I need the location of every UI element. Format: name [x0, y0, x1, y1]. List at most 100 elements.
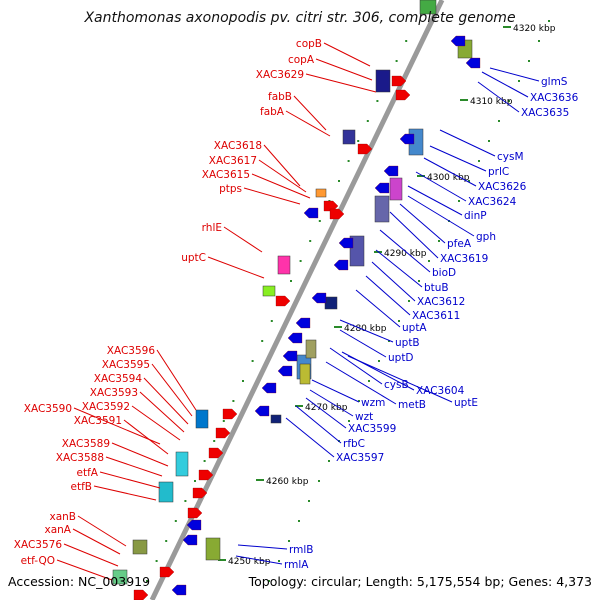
tick-dot [348, 420, 350, 422]
forward-gene-arrow [133, 589, 149, 601]
tick-dot [338, 180, 340, 182]
right-gene-label: XAC3612 [417, 296, 465, 308]
right-gene-leader-line [365, 275, 411, 316]
right-gene-leader-line [355, 289, 401, 328]
left-gene-leader-line [105, 456, 163, 477]
left-gene-label: XAC3617 [209, 155, 257, 167]
tick-dot [408, 300, 410, 302]
tick-dot [528, 60, 530, 62]
left-gene-label: fabB [268, 91, 292, 103]
right-gene-leader-line [305, 397, 347, 429]
left-gene-label: uptC [181, 252, 206, 264]
left-gene-leader-line [93, 485, 157, 501]
gene-feature-block [277, 255, 291, 275]
right-gene-leader-line [407, 185, 463, 216]
tick-dot [318, 220, 321, 222]
tick-dot [405, 40, 408, 42]
forward-gene-arrow [187, 507, 203, 519]
right-gene-label: pfeA [447, 238, 472, 250]
right-gene-label: XAC3635 [521, 107, 569, 119]
left-gene-label: copB [296, 38, 322, 50]
tick-dot [165, 540, 168, 542]
right-gene-label: glmS [541, 76, 568, 88]
tick-dot [213, 440, 216, 442]
forward-gene-arrow [329, 208, 345, 220]
left-gene-label: XAC3591 [74, 415, 122, 427]
right-gene-label: uptA [402, 322, 427, 334]
left-gene-label: XAC3594 [94, 373, 143, 385]
right-gene-label: cysM [497, 151, 524, 163]
tick-dot [508, 100, 510, 102]
tick-dot [222, 420, 225, 422]
left-gene-label: XAC3615 [202, 169, 250, 181]
right-gene-label: XAC3599 [348, 423, 396, 435]
tick-dot [288, 540, 290, 542]
tick-dot [232, 400, 235, 402]
right-gene-leader-line [423, 157, 477, 187]
tick-dot [268, 580, 270, 582]
right-gene-label: uptB [395, 337, 420, 349]
left-gene-leader-line [73, 407, 161, 445]
left-gene-label: XAC3588 [56, 452, 104, 464]
left-gene-label: XAC3590 [24, 403, 72, 415]
left-gene-label: XAC3576 [14, 539, 63, 551]
right-gene-label: XAC3604 [416, 385, 465, 397]
reverse-gene-arrow [303, 207, 319, 219]
right-gene-leader-line [407, 195, 475, 237]
left-gene-leader-line [151, 363, 193, 417]
right-gene-label: wzm [361, 397, 385, 409]
left-gene-label: rhlE [202, 222, 222, 234]
kbp-tick-label: 4250 kbp [228, 557, 271, 567]
tick-dot [428, 260, 430, 262]
tick-dot [366, 120, 369, 122]
right-gene-leader-line [371, 261, 416, 302]
reverse-gene-arrow [186, 519, 202, 531]
tick-dot [278, 560, 280, 562]
right-gene-label: metB [398, 399, 426, 411]
reverse-gene-arrow [261, 382, 277, 394]
gene-feature-block [389, 177, 403, 201]
right-gene-label: rmlA [284, 559, 309, 571]
left-gene-leader-line [207, 256, 265, 279]
right-gene-label: bioD [432, 267, 456, 279]
kbp-tick-label: 4260 kbp [266, 477, 309, 487]
tick-dot [388, 340, 390, 342]
tick-dot [298, 520, 300, 522]
tick-dot [328, 460, 330, 462]
tick-dot [290, 280, 292, 282]
right-gene-label: XAC3626 [478, 181, 527, 193]
left-gene-label: XAC3595 [102, 359, 150, 371]
left-gene-label: XAC3618 [214, 140, 262, 152]
left-gene-leader-line [243, 187, 301, 205]
reverse-gene-arrow [399, 133, 415, 145]
left-gene-label: ptps [219, 183, 242, 195]
left-gene-leader-line [263, 144, 301, 187]
left-gene-leader-line [143, 377, 189, 425]
tick-dot [357, 140, 360, 142]
right-gene-leader-line [477, 81, 520, 113]
kbp-tick-label: 4290 kbp [384, 249, 427, 259]
tick-dot [398, 320, 400, 322]
right-gene-leader-line [481, 71, 529, 98]
tick-dot [146, 580, 148, 582]
left-gene-leader-line [293, 95, 327, 131]
reverse-gene-arrow [254, 405, 270, 417]
right-gene-leader-line [295, 405, 342, 444]
left-gene-label: XAC3593 [90, 387, 138, 399]
tick-dot [478, 160, 480, 162]
left-gene-label: fabA [260, 106, 285, 118]
tick-dot [395, 60, 398, 62]
right-gene-label: prlC [488, 166, 509, 178]
kbp-tick-label: 4270 kbp [305, 403, 348, 413]
left-gene-label: copA [288, 54, 315, 66]
kbp-tick-label: 4280 kbp [344, 324, 387, 334]
tick-dot [438, 240, 440, 242]
tick-dot [299, 260, 302, 262]
tick-dot [368, 380, 370, 382]
right-gene-label: btuB [424, 282, 449, 294]
reverse-gene-arrow [182, 534, 198, 546]
tick-dot [309, 240, 312, 242]
right-gene-label: uptE [454, 397, 478, 409]
tick-dot [498, 120, 500, 122]
